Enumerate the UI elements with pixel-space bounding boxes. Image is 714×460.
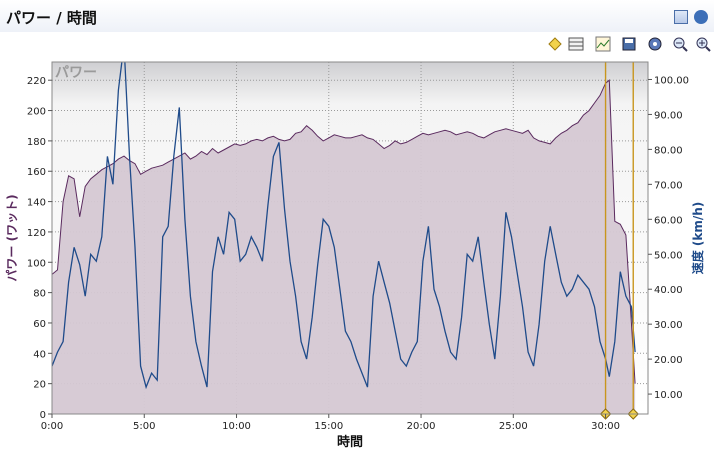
plot-frame	[51, 61, 649, 415]
window-titlebar: パワー / 時間	[0, 0, 714, 33]
y-left-tick-label: 220	[27, 76, 46, 87]
y-left-tick-label: 180	[27, 137, 46, 148]
y-left-tick-label: 80	[33, 289, 46, 300]
y-left-tick-label: 140	[27, 198, 46, 209]
y-left-tick-label: 120	[27, 228, 46, 239]
y-left-tick-label: 100	[27, 258, 46, 269]
y-right-tick-label: 50.00	[654, 250, 683, 261]
y-left-axis-label: パワー (ワット)	[5, 194, 19, 281]
y-left-tick-label: 60	[33, 319, 46, 330]
settings-icon[interactable]	[647, 36, 663, 52]
chart-watermark: パワー	[55, 65, 97, 81]
y-left-tick-label: 160	[27, 167, 46, 178]
y-left-tick-label: 20	[33, 380, 46, 391]
x-tick-label: 20:00	[407, 421, 436, 432]
y-right-axis-label: 速度 (km/h)	[690, 202, 705, 275]
window-title: パワー / 時間	[6, 9, 97, 27]
y-right-tick-label: 70.00	[654, 180, 683, 191]
y-right-tick-label: 40.00	[654, 285, 683, 296]
speed-line	[52, 62, 636, 390]
y-right-tick-label: 10.00	[654, 390, 683, 401]
save-icon[interactable]	[621, 36, 637, 52]
layout-icon[interactable]	[674, 10, 688, 24]
power-line	[52, 79, 636, 384]
y-right-tick-label: 60.00	[654, 215, 683, 226]
x-tick-label: 5:00	[133, 421, 155, 432]
y-right-tick-label: 80.00	[654, 145, 683, 156]
chart-toolbar	[0, 32, 714, 54]
x-tick-label: 0:00	[41, 421, 63, 432]
y-left-tick-label: 200	[27, 107, 46, 118]
power-speed-chart: パワー 0:00 5:00 10:00 15:00 20:00 25:00 30:00 0 2…	[5, 61, 705, 450]
y-right-axis-ticks: 10.00 20.00 30.00 40.00 50.00 60.00 70.00 80.00…	[648, 75, 689, 401]
y-right-tick-label: 20.00	[654, 355, 683, 366]
y-right-tick-label: 30.00	[654, 320, 683, 331]
chevron-down-icon[interactable]	[694, 10, 708, 24]
chart-view-icon[interactable]	[595, 36, 611, 52]
x-axis-ticks: 0:00 5:00 10:00 15:00 20:00 25:00 30:00	[41, 414, 620, 432]
marker-icon[interactable]	[547, 36, 563, 52]
zoom-out-icon[interactable]	[672, 36, 688, 52]
x-tick-label: 30:00	[591, 421, 620, 432]
y-left-axis-ticks: 0 20 40 60 80 100 120 140 160 180 200 220	[27, 76, 52, 421]
y-left-tick-label: 40	[33, 349, 46, 360]
y-right-tick-label: 100.00	[654, 75, 689, 86]
x-tick-label: 10:00	[222, 421, 251, 432]
zoom-in-icon[interactable]	[695, 36, 711, 52]
x-tick-label: 25:00	[499, 421, 528, 432]
x-tick-label: 15:00	[314, 421, 343, 432]
y-left-tick-label: 0	[40, 410, 46, 421]
x-axis-label: 時間	[337, 434, 363, 450]
y-right-tick-label: 90.00	[654, 110, 683, 121]
power-area	[52, 80, 636, 414]
table-icon[interactable]	[568, 36, 584, 52]
